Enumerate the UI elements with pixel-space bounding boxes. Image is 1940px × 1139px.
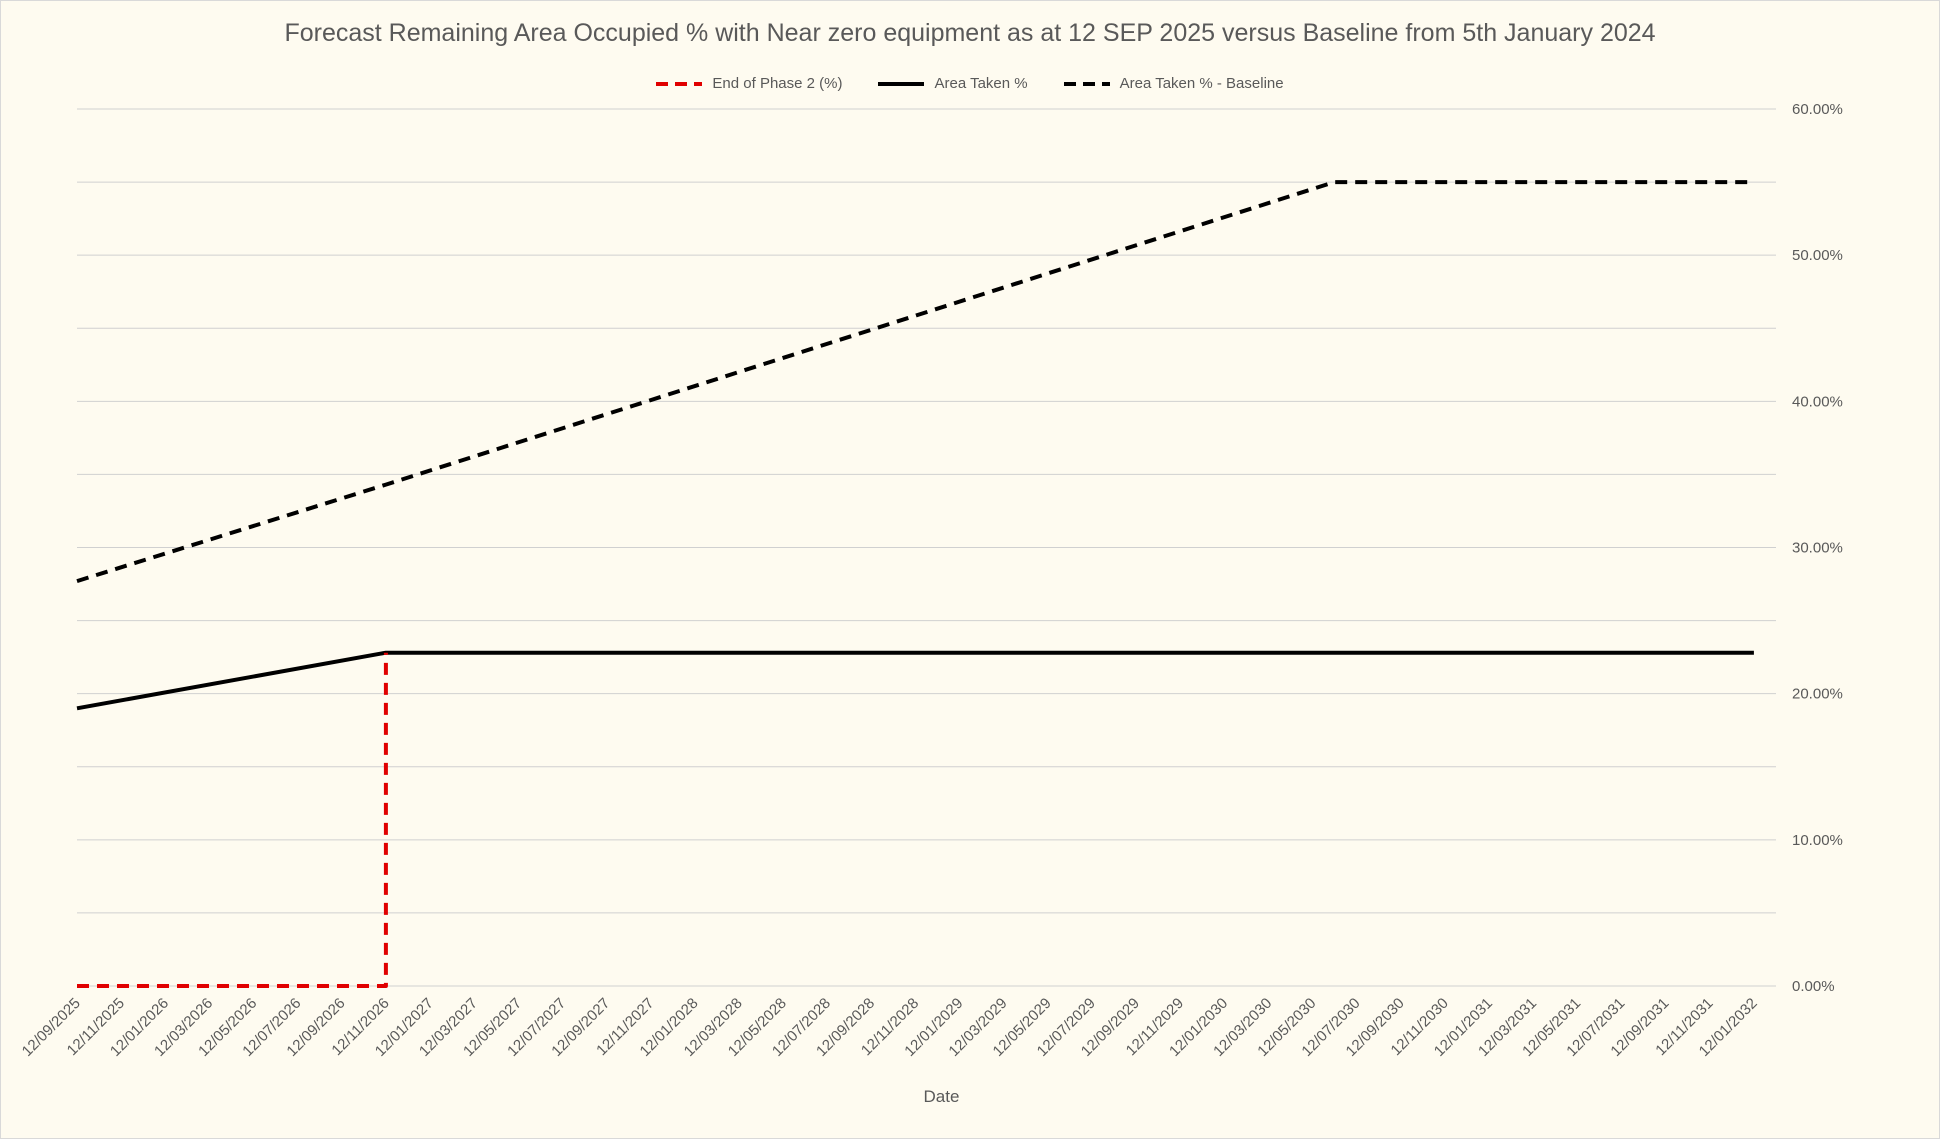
series-line-0 — [77, 652, 388, 988]
series-line-1 — [76, 650, 1754, 711]
series-line-2 — [76, 180, 1754, 584]
legend-label-area-taken: Area Taken % — [934, 75, 1028, 92]
legend-item-area-taken: Area Taken % — [878, 75, 1028, 92]
legend-label-area-taken-baseline: Area Taken % - Baseline — [1119, 75, 1284, 92]
legend-label-end-of-phase-2: End of Phase 2 (%) — [712, 75, 843, 92]
chart-title: Forecast Remaining Area Occupied % with … — [284, 19, 1656, 47]
y-tick-label: 10.00% — [1792, 832, 1843, 849]
legend-item-area-taken-baseline: Area Taken % - Baseline — [1063, 75, 1284, 92]
y-tick-label: 20.00% — [1792, 686, 1843, 703]
legend: End of Phase 2 (%) Area Taken % Area Tak… — [1, 75, 1939, 92]
y-tick-label: 60.00% — [1792, 101, 1843, 118]
x-axis-title: Date — [924, 1087, 960, 1106]
y-tick-label: 30.00% — [1792, 540, 1843, 557]
y-tick-label: 40.00% — [1792, 393, 1843, 410]
y-tick-label: 0.00% — [1792, 978, 1835, 995]
legend-item-end-of-phase-2: End of Phase 2 (%) — [656, 75, 842, 92]
legend-swatch-area-taken-baseline — [1063, 81, 1110, 86]
legend-swatch-area-taken — [878, 81, 925, 86]
y-tick-label: 50.00% — [1792, 247, 1843, 264]
legend-swatch-end-of-phase-2 — [656, 81, 703, 86]
